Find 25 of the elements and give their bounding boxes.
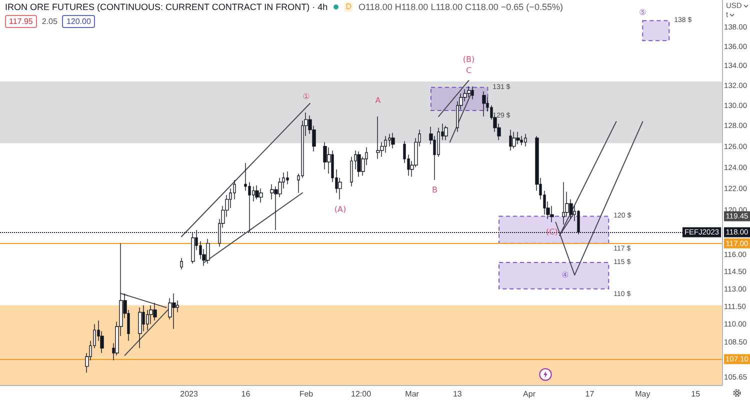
annotation: D [344, 2, 354, 12]
x-tick-label: 17 [585, 390, 595, 398]
x-tick-label: Feb [299, 390, 314, 398]
annotation: C [466, 66, 472, 75]
annotation: (A) [334, 204, 346, 214]
annotation: (B) [462, 54, 475, 64]
annotation: 117.95 [5, 15, 37, 28]
x-tick-label: May [635, 390, 650, 398]
annotation: ④ [561, 270, 569, 280]
x-tick-label: 12:00 [351, 390, 372, 398]
annotation: 120.00 [62, 15, 95, 28]
x-tick-label: 2023 [180, 390, 198, 398]
chart-title: IRON ORE FUTURES (CONTINUOUS: CURRENT CONTRACT IN FRONT) · 4h [5, 2, 328, 12]
annotation: O118.00 H118.00 L118.00 C118.00 −0.65 (−0.55%) [358, 2, 563, 12]
annotation: A [375, 96, 382, 106]
annotation: ① [302, 92, 310, 101]
x-tick-label: Mar [405, 390, 420, 398]
x-tick-label: 13 [452, 390, 462, 398]
x-tick-label: 15 [691, 390, 701, 398]
annotation: 2.05 [42, 17, 58, 26]
annotation: ⑤ [639, 8, 646, 18]
x-tick-label: Apr [523, 390, 536, 398]
annotation: (C) [546, 228, 558, 237]
x-tick-label: 16 [241, 390, 251, 398]
annotation: B [432, 185, 438, 194]
